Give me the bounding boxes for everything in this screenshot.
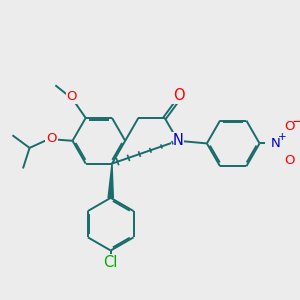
Text: +: + <box>278 132 287 142</box>
Text: O: O <box>285 120 295 133</box>
Text: O: O <box>173 88 185 103</box>
Text: N: N <box>271 137 281 150</box>
Text: N: N <box>172 133 183 148</box>
Text: O: O <box>285 154 295 167</box>
Text: Cl: Cl <box>103 255 118 270</box>
Text: −: − <box>291 114 300 129</box>
Text: O: O <box>46 132 57 145</box>
Text: O: O <box>67 90 77 104</box>
Polygon shape <box>108 164 113 198</box>
